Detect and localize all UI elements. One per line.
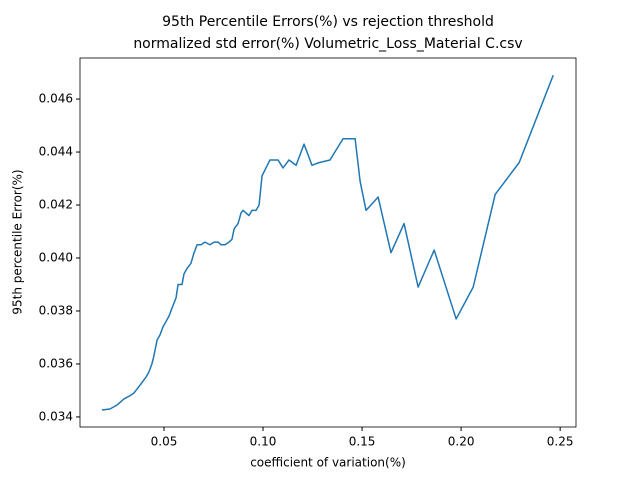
y-tick-label: 0.046 bbox=[39, 92, 73, 106]
y-tick-label: 0.042 bbox=[39, 198, 73, 212]
y-axis-label: 95th percentile Error(%) bbox=[11, 169, 25, 314]
y-tick-label: 0.038 bbox=[39, 303, 73, 317]
x-tick-label: 0.15 bbox=[349, 435, 376, 449]
chart-subtitle: normalized std error(%) Volumetric_Loss_… bbox=[133, 36, 522, 52]
y-tick-label: 0.036 bbox=[39, 356, 73, 370]
x-tick-label: 0.25 bbox=[547, 435, 574, 449]
plot-frame bbox=[79, 57, 577, 428]
y-tick-label: 0.040 bbox=[39, 250, 73, 264]
x-tick-label: 0.20 bbox=[448, 435, 475, 449]
chart-title: 95th Percentile Errors(%) vs rejection t… bbox=[162, 14, 494, 30]
y-tick-label: 0.034 bbox=[39, 409, 73, 423]
x-tick-label: 0.10 bbox=[250, 435, 277, 449]
y-tick-label: 0.044 bbox=[39, 145, 73, 159]
data-line bbox=[101, 74, 554, 411]
x-tick-label: 0.05 bbox=[151, 435, 178, 449]
x-axis-label: coefficient of variation(%) bbox=[250, 456, 406, 470]
